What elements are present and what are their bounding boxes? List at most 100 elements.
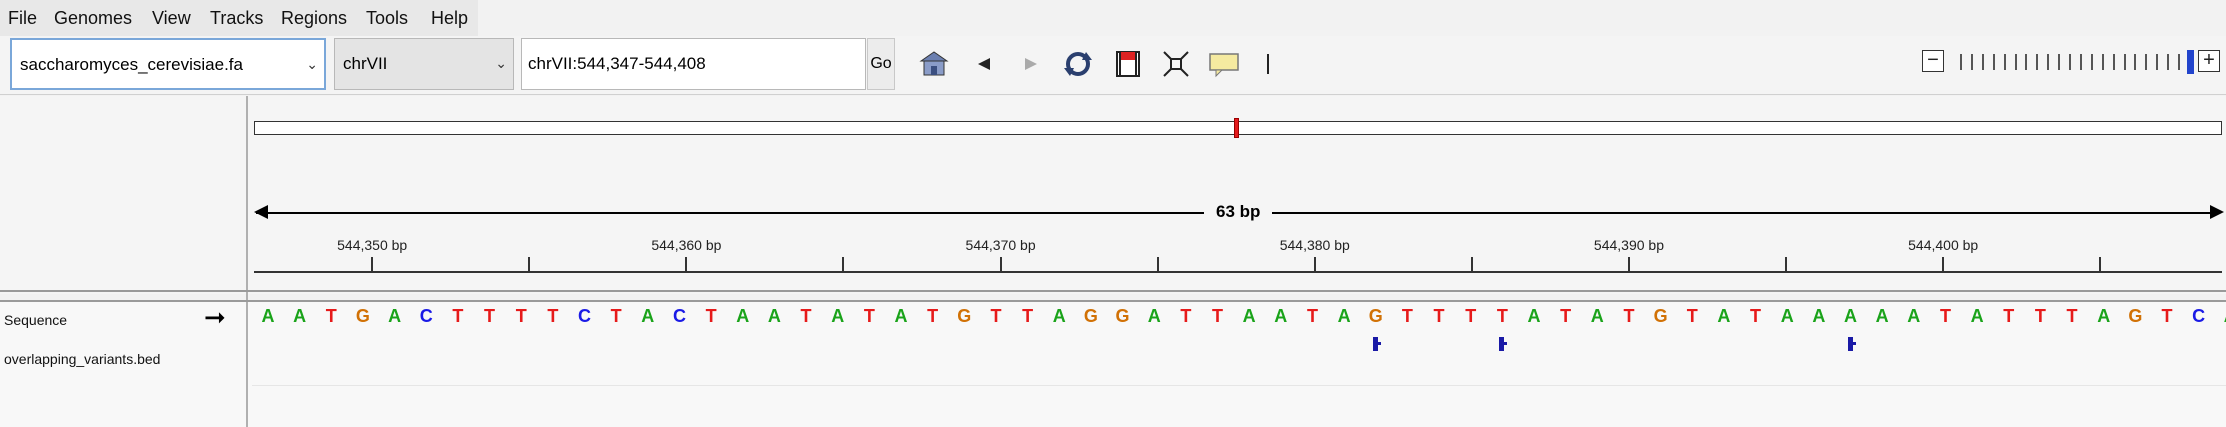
track-name-panel [0,96,248,427]
zoom-slider-tick[interactable] [2101,54,2104,70]
zoom-slider-current[interactable] [2186,50,2194,74]
sequence-track-name[interactable]: Sequence [4,312,68,328]
strand-arrow-icon[interactable]: ➞ [204,302,226,332]
zoom-slider-tick[interactable] [2156,54,2159,70]
zoom-slider-tick[interactable] [2090,54,2093,70]
sequence-base: T [1212,306,1223,326]
sequence-base: T [2034,306,2046,326]
sequence-base: T [990,306,1002,326]
zoom-slider-tick[interactable] [2003,54,2006,70]
sequence-base: T [484,306,496,326]
ruler-tick-label: 544,370 bp [965,237,1036,253]
zoom-slider-tick[interactable] [2079,54,2082,70]
sequence-base: G [1368,306,1383,326]
zoom-slider-tick[interactable] [2112,54,2115,70]
ruler-minor-tick [842,257,845,271]
sequence-base: A [388,306,402,326]
sequence-base: A [1242,306,1256,326]
home-icon[interactable] [918,48,950,80]
sequence-base: T [515,306,527,326]
sequence-base: C [2192,306,2206,326]
zoom-out-button[interactable]: − [1922,50,1944,72]
zoom-slider-tick[interactable] [1992,54,1995,70]
sequence-base: A [1812,306,1826,326]
genome-dropdown-value: saccharomyces_cerevisiae.fa [20,55,243,74]
sequence-base: T [1686,306,1698,326]
sequence-base: T [452,306,464,326]
ruler-tick [1313,257,1316,271]
menu-genomes[interactable]: Genomes [54,8,133,28]
menu-regions[interactable]: Regions [281,8,348,28]
region-of-interest-icon[interactable] [1112,48,1144,80]
zoom-slider-tick[interactable] [2145,54,2148,70]
zoom-in-button[interactable]: + [2198,50,2220,72]
zoom-slider-tick[interactable] [2047,54,2050,70]
menu-bar: File Genomes View Tracks Regions Tools H… [0,0,478,36]
menu-file[interactable]: File [8,8,38,28]
locus-input[interactable] [521,38,866,90]
ruler-tick [371,257,374,271]
zoom-slider-tick[interactable] [2167,54,2170,70]
panel-divider [0,290,2226,292]
go-button[interactable]: Go [867,38,895,90]
sequence-base: A [641,306,655,326]
zoom-slider-tick[interactable] [2058,54,2061,70]
ruler-divider-icon[interactable] [1262,48,1274,80]
zoom-slider-tick[interactable] [2178,54,2180,70]
sequence-base: T [1750,306,1762,326]
variant-feature[interactable] [1499,337,1508,351]
sequence-base: T [1022,306,1034,326]
genome-dropdown[interactable]: saccharomyces_cerevisiae.fa ⌄ [10,38,326,90]
ruler-minor-tick [1470,257,1473,271]
fit-window-icon[interactable] [1160,48,1192,80]
sequence-base: G [2128,306,2143,326]
sequence-base: G [355,306,370,326]
zoom-slider-tick[interactable] [1970,54,1973,70]
sequence-base: A [736,306,750,326]
zoom-slider-tick[interactable] [1981,54,1984,70]
zoom-slider-tick[interactable] [2014,54,2017,70]
forward-icon[interactable] [1015,48,1047,80]
menu-help[interactable]: Help [431,8,469,28]
zoom-slider-tick[interactable] [2069,54,2071,70]
variant-feature[interactable] [1372,337,1381,351]
sequence-base: A [1590,306,1604,326]
sequence-base: T [1180,306,1192,326]
toolbar: saccharomyces_cerevisiae.fa ⌄ chrVII ⌄ G… [0,36,2226,95]
sequence-base: C [419,306,433,326]
zoom-slider-tick[interactable] [1960,54,1962,70]
sequence-base: T [2066,306,2078,326]
sequence-base: A [2097,306,2111,326]
chromosome-dropdown[interactable]: chrVII ⌄ [334,38,514,90]
zoom-slider-tick[interactable] [2025,54,2028,70]
zoom-slider-tick[interactable] [2123,54,2126,70]
sequence-base: A [2224,306,2226,327]
back-icon[interactable] [968,48,1000,80]
sequence-base: A [293,306,307,326]
sequence-base: T [863,306,875,326]
zoom-slider-tick[interactable] [2036,54,2039,70]
sequence-base: C [672,306,686,326]
sequence-base: T [1496,306,1508,326]
zoom-slider-tick[interactable] [2134,54,2137,70]
menu-tools[interactable]: Tools [366,8,409,28]
popup-info-icon[interactable] [1208,48,1242,80]
sequence-base: G [1653,306,1668,326]
sequence-base: A [831,306,845,326]
ruler-tick-label: 544,380 bp [1279,237,1350,253]
sequence-base: T [705,306,717,326]
menu-tracks[interactable]: Tracks [210,8,264,28]
ruler-minor-tick [528,257,531,271]
variants-track-name[interactable]: overlapping_variants.bed [4,351,161,367]
refresh-icon[interactable] [1062,48,1094,80]
sequence-base: A [1717,306,1731,326]
data-track-panel[interactable] [0,302,2226,427]
variant-feature[interactable] [1847,337,1856,351]
ruler-tick [685,257,688,271]
ruler-tick-label: 544,400 bp [1908,237,1979,253]
menu-view[interactable]: View [152,8,191,28]
track-name-column [0,302,248,427]
sequence-base: A [1052,306,1066,326]
ruler-tick [999,257,1002,271]
current-region-marker [1234,118,1239,138]
